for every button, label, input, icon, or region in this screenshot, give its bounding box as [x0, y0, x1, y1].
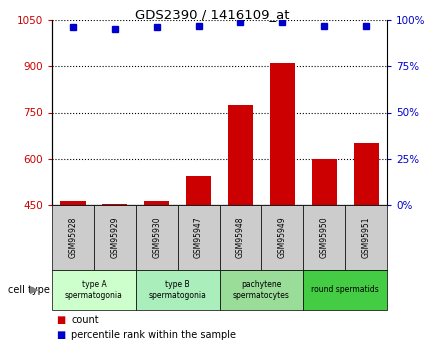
Bar	[178, 205, 219, 270]
Bar	[136, 205, 178, 270]
Text: GSM95930: GSM95930	[152, 217, 161, 258]
Bar	[303, 270, 387, 310]
Text: GSM95951: GSM95951	[362, 217, 371, 258]
Bar	[52, 270, 136, 310]
Bar	[270, 62, 295, 205]
Bar	[228, 105, 253, 205]
Text: GSM95949: GSM95949	[278, 217, 287, 258]
Text: percentile rank within the sample: percentile rank within the sample	[71, 330, 236, 340]
Bar	[102, 204, 128, 205]
Text: type B
spermatogonia: type B spermatogonia	[149, 280, 207, 300]
Bar	[186, 176, 211, 205]
Text: GSM95929: GSM95929	[110, 217, 119, 258]
Bar	[312, 159, 337, 205]
Bar	[219, 270, 303, 310]
Bar	[261, 205, 303, 270]
Bar	[345, 205, 387, 270]
Text: type A
spermatogonia: type A spermatogonia	[65, 280, 123, 300]
Bar	[136, 270, 219, 310]
Text: ■: ■	[56, 315, 65, 325]
Text: count: count	[71, 315, 99, 325]
Bar	[219, 205, 261, 270]
Text: GSM95948: GSM95948	[236, 217, 245, 258]
Text: cell type: cell type	[8, 285, 51, 295]
Bar	[52, 205, 94, 270]
Text: round spermatids: round spermatids	[311, 286, 379, 295]
Text: ▶: ▶	[30, 285, 38, 295]
Text: GSM95947: GSM95947	[194, 217, 203, 258]
Bar	[354, 143, 379, 205]
Text: GSM95928: GSM95928	[68, 217, 77, 258]
Bar	[144, 201, 169, 205]
Text: ■: ■	[56, 330, 65, 340]
Bar	[94, 205, 136, 270]
Bar	[303, 205, 345, 270]
Text: pachytene
spermatocytes: pachytene spermatocytes	[233, 280, 290, 300]
Bar	[60, 201, 85, 205]
Text: GSM95950: GSM95950	[320, 217, 329, 258]
Text: GDS2390 / 1416109_at: GDS2390 / 1416109_at	[135, 8, 290, 21]
